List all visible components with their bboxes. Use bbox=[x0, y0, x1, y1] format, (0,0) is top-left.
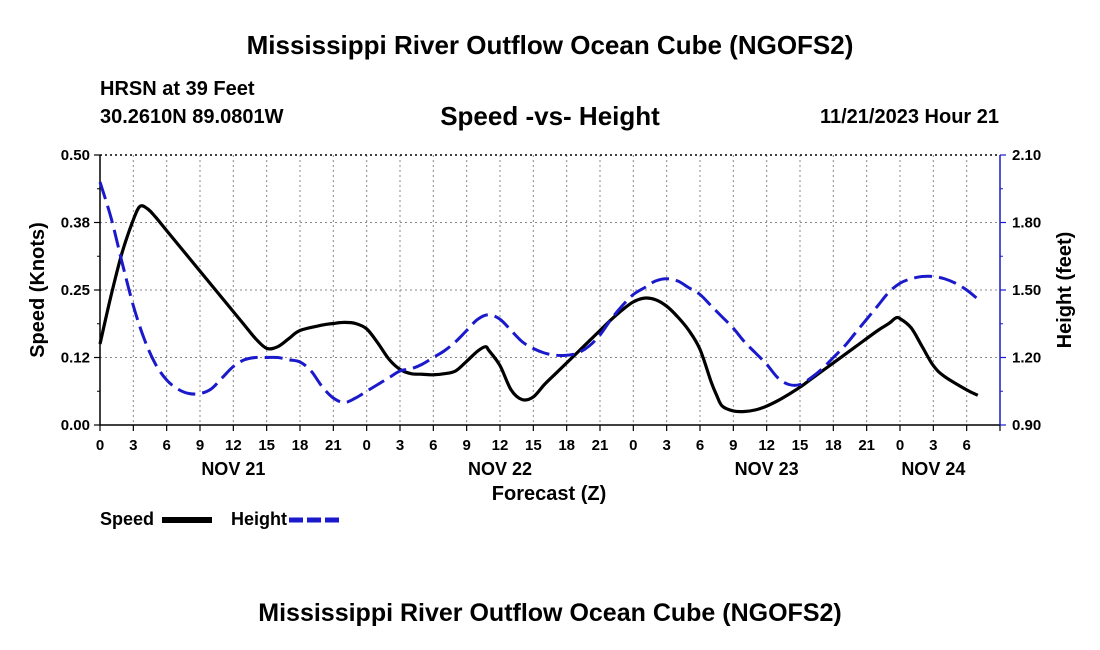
x-tick-label: 18 bbox=[558, 437, 575, 454]
y-tick-label: 0.50 bbox=[61, 147, 90, 164]
location-label: 30.2610N 89.0801W bbox=[100, 106, 284, 128]
legend-speed-swatch bbox=[162, 517, 212, 523]
x-tick-label: 3 bbox=[129, 437, 137, 454]
chart-title-bottom: Mississippi River Outflow Ocean Cube (NG… bbox=[258, 599, 842, 627]
y2-tick-label: 1.50 bbox=[1012, 282, 1041, 299]
chart-series bbox=[98, 181, 979, 414]
x-tick-label: 9 bbox=[196, 437, 204, 454]
y2-tick-label: 1.20 bbox=[1012, 350, 1041, 367]
y-tick-label: 0.00 bbox=[61, 417, 90, 434]
y2-tick-label: 1.80 bbox=[1012, 215, 1041, 232]
x-tick-label: 3 bbox=[929, 437, 937, 454]
x-tick-label: 18 bbox=[825, 437, 842, 454]
station-label: HRSN at 39 Feet bbox=[100, 78, 255, 100]
x-tick-label: 6 bbox=[696, 437, 704, 454]
x-tick-label: 0 bbox=[629, 437, 637, 454]
y-tick-label: 0.25 bbox=[61, 282, 90, 299]
x-tick-label: 12 bbox=[492, 437, 509, 454]
legend-height-swatch bbox=[289, 517, 343, 523]
y2-tick-label: 2.10 bbox=[1012, 147, 1041, 164]
chart-title-top: Mississippi River Outflow Ocean Cube (NG… bbox=[246, 30, 854, 60]
x-tick-label: 6 bbox=[962, 437, 970, 454]
day-label: NOV 24 bbox=[901, 459, 965, 479]
x-tick-label: 0 bbox=[896, 437, 904, 454]
x-tick-label: 12 bbox=[758, 437, 775, 454]
datetime-label: 11/21/2023 Hour 21 bbox=[819, 106, 999, 128]
x-tick-label: 21 bbox=[858, 437, 875, 454]
x-tick-label: 12 bbox=[225, 437, 242, 454]
series-line-height bbox=[98, 181, 979, 404]
x-tick-label: 9 bbox=[729, 437, 737, 454]
x-tick-label: 6 bbox=[162, 437, 170, 454]
chart-grid bbox=[100, 154, 1001, 425]
x-tick-label: 15 bbox=[258, 437, 275, 454]
x-tick-label: 3 bbox=[662, 437, 670, 454]
legend-speed-label: Speed bbox=[100, 509, 155, 529]
day-label: NOV 23 bbox=[735, 459, 799, 479]
y2-axis-label: Height (feet) bbox=[1054, 232, 1076, 349]
series-line-speed bbox=[98, 204, 979, 414]
x-tick-label: 18 bbox=[292, 437, 309, 454]
x-tick-label: 0 bbox=[362, 437, 370, 454]
x-tick-label: 6 bbox=[429, 437, 437, 454]
x-tick-label: 15 bbox=[525, 437, 542, 454]
x-tick-label: 21 bbox=[325, 437, 342, 454]
x-tick-label: 15 bbox=[792, 437, 809, 454]
y-tick-label: 0.12 bbox=[61, 350, 90, 367]
x-tick-label: 9 bbox=[462, 437, 470, 454]
x-tick-label: 0 bbox=[96, 437, 104, 454]
chart-subtitle: Speed -vs- Height bbox=[440, 101, 660, 131]
y-tick-label: 0.38 bbox=[61, 215, 90, 232]
x-tick-label: 21 bbox=[592, 437, 609, 454]
x-tick-label: 3 bbox=[396, 437, 404, 454]
speed-height-chart: 0 3 6 9 12 15 18 21 0 3 6 9 12 15 18 21 0 3 6 9 12 15 18 21 0 3 6 0… bbox=[27, 147, 1076, 505]
day-label: NOV 22 bbox=[468, 459, 532, 479]
legend-height-label: Height bbox=[231, 509, 287, 529]
y-axis-label: Speed (Knots) bbox=[27, 222, 49, 358]
day-label: NOV 21 bbox=[201, 459, 265, 479]
chart-ticks: 0 3 6 9 12 15 18 21 0 3 6 9 12 15 18 21 0 3 6 9 12 15 18 21 0 3 6 0… bbox=[61, 147, 1041, 479]
y2-tick-label: 0.90 bbox=[1012, 417, 1041, 434]
x-axis-label: Forecast (Z) bbox=[492, 483, 606, 505]
